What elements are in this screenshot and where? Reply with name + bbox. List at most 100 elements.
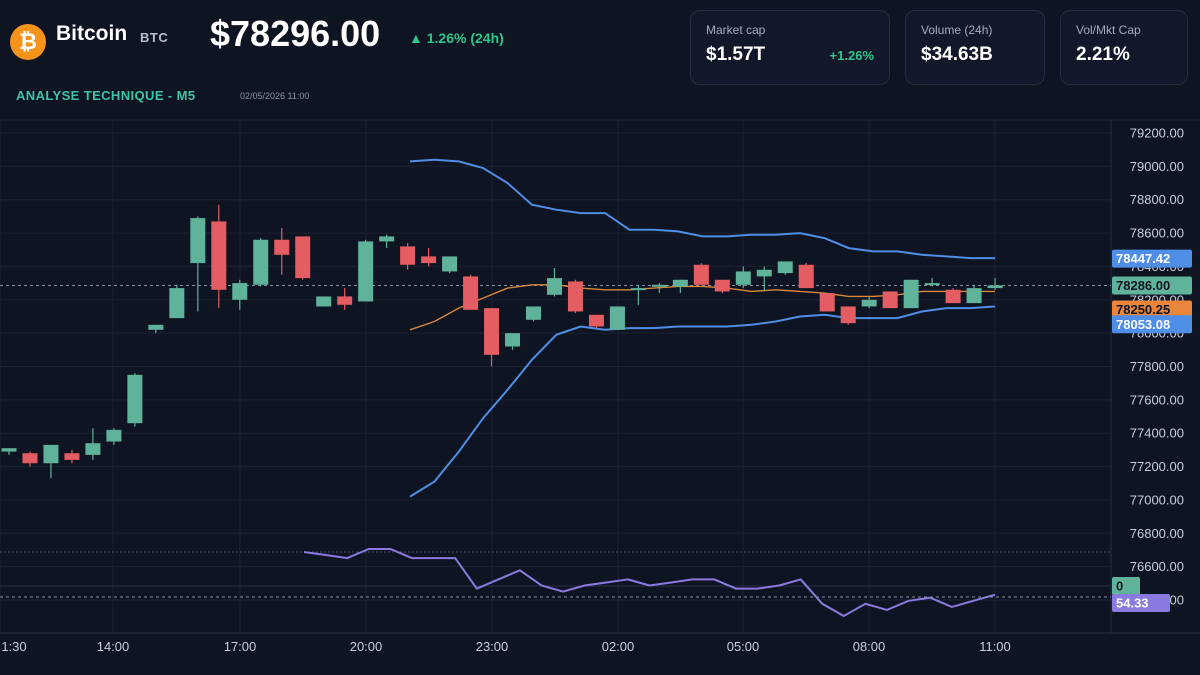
candle-body — [756, 269, 772, 277]
candle-body — [840, 306, 856, 324]
candle — [484, 308, 500, 367]
price-tick-label: 79000.00 — [1130, 159, 1184, 174]
price-tick-label: 76800.00 — [1130, 526, 1184, 541]
candle — [64, 449, 80, 464]
candle-body — [945, 289, 961, 304]
vol-mkt-cap-value: 2.21% — [1076, 44, 1130, 65]
vol-mkt-cap-card: Vol/Mkt Cap 2.21% — [1060, 10, 1188, 85]
bitcoin-icon: ₿ — [10, 24, 46, 60]
candle — [400, 243, 416, 270]
candle — [1, 448, 17, 455]
moving-average-badge-bg — [1112, 300, 1192, 319]
rsi-zero-badge-bg — [1112, 577, 1140, 595]
candle-body — [127, 374, 143, 424]
candle-body — [337, 296, 353, 305]
moving-average-badge: 78250.25 — [1112, 300, 1192, 319]
candle — [840, 306, 856, 325]
candle-body — [630, 288, 646, 291]
candle-body — [400, 246, 416, 265]
last-price-badge-bg — [1112, 276, 1192, 295]
time-tick-label: 20:00 — [350, 639, 383, 654]
time-tick-label: 05:00 — [727, 639, 760, 654]
price-tick-label: 77000.00 — [1130, 492, 1184, 507]
candle-body — [924, 283, 940, 286]
candle — [127, 373, 143, 427]
candle-body — [295, 236, 311, 279]
candle — [924, 278, 940, 287]
upper-band-badge: 78447.42 — [1112, 249, 1192, 268]
candle-body — [1, 448, 17, 452]
last-price-badge: 78286.00 — [1112, 276, 1192, 295]
candle — [735, 266, 751, 289]
vol-mkt-cap-label: Vol/Mkt Cap — [1076, 23, 1141, 37]
candle-body — [253, 239, 269, 285]
price-tick-label: 77400.00 — [1130, 426, 1184, 441]
price-tick-label: 76600.00 — [1130, 559, 1184, 574]
candle — [337, 288, 353, 310]
candle — [567, 279, 583, 314]
candle-body — [505, 333, 521, 347]
candle-body — [379, 236, 395, 242]
candle — [588, 314, 604, 329]
candle — [379, 234, 395, 249]
candle — [882, 291, 898, 309]
coin-name: Bitcoin — [56, 22, 128, 45]
candle-body — [463, 276, 479, 310]
bollinger-lower-line — [409, 305, 996, 498]
lower-band-badge-text: 78053.08 — [1116, 317, 1170, 332]
candle — [316, 296, 332, 307]
time-tick-label: 11:00 — [979, 639, 1011, 654]
candle-body — [442, 256, 458, 272]
candle — [714, 279, 730, 294]
candle-body — [735, 271, 751, 285]
candle-body — [190, 218, 206, 264]
candle — [861, 296, 877, 309]
candle-body — [274, 239, 290, 255]
candle-body — [987, 285, 1003, 289]
rsi-zero-badge-text: 0 — [1116, 579, 1123, 594]
candle — [819, 293, 835, 312]
candle-body — [882, 291, 898, 309]
chart-grid — [0, 119, 1200, 634]
candle — [85, 428, 101, 460]
coin-symbol: BTC — [140, 30, 169, 45]
candle — [903, 279, 919, 309]
candle-body — [861, 299, 877, 307]
rsi-value-badge-text: 54.33 — [1116, 596, 1149, 611]
candle — [169, 284, 185, 319]
upper-band-badge-text: 78447.42 — [1116, 251, 1170, 266]
candle-body — [798, 264, 814, 289]
candle-body — [903, 279, 919, 309]
time-tick-label: 14:00 — [97, 639, 130, 654]
candle-body — [358, 241, 374, 302]
candle — [295, 236, 311, 280]
rsi-line — [303, 548, 996, 618]
candle — [463, 274, 479, 310]
candle — [798, 263, 814, 289]
moving-average-badge-text: 78250.25 — [1116, 302, 1170, 317]
candle — [546, 268, 562, 297]
candle — [609, 306, 625, 330]
market-cap-value: $1.57T — [706, 44, 766, 65]
candles — [1, 204, 1003, 479]
candle-body — [546, 278, 562, 295]
rsi-value-badge: 54.33 — [1112, 594, 1170, 612]
candle-body — [714, 279, 730, 292]
last-price-badge-text: 78286.00 — [1116, 278, 1170, 293]
rsi-indicator — [0, 548, 1111, 618]
time-tick-label: 1:30 — [1, 639, 26, 654]
price-tick-label: 78800.00 — [1130, 192, 1184, 207]
candle — [148, 324, 164, 334]
candle-body — [484, 308, 500, 355]
price-tick-label: 77800.00 — [1130, 359, 1184, 374]
candle — [442, 256, 458, 274]
bollinger-upper-line — [409, 158, 995, 260]
candle-body — [609, 306, 625, 330]
market-cap-change: +1.26% — [829, 48, 874, 63]
candle-body — [672, 279, 688, 287]
candle-body — [64, 453, 80, 460]
candle — [358, 239, 374, 302]
candle-body — [232, 283, 248, 300]
